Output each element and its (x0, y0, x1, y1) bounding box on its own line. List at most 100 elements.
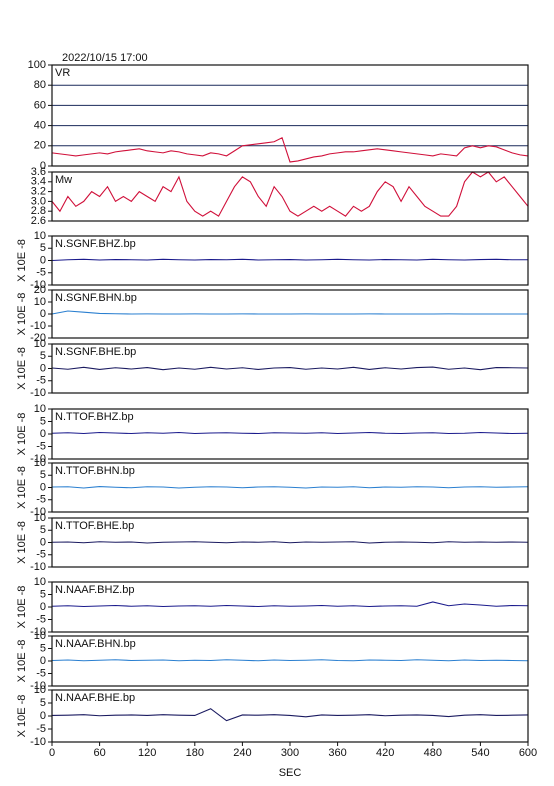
y-axis-label: X 10E -8 (16, 521, 28, 564)
series-name: N.TTOF.BHE.bp (55, 520, 134, 532)
y-axis-label: X 10E -8 (16, 695, 28, 738)
x-tick-label: 0 (49, 747, 55, 759)
x-tick-label: 360 (328, 747, 346, 759)
y-axis-label: X 10E -8 (16, 586, 28, 629)
plot-frame (51, 343, 529, 394)
y-tick-label: 0 (40, 655, 46, 667)
series-line (51, 136, 529, 163)
series-line (51, 601, 529, 608)
y-tick-label: -20 (30, 332, 46, 344)
series-name: Mw (55, 174, 72, 186)
y-tick-label: -10 (30, 453, 46, 465)
series-name: N.SGNF.BHE.bp (55, 346, 136, 358)
y-tick-label: -5 (36, 667, 46, 679)
y-tick-label: 5 (40, 242, 46, 254)
y-axis-label: X 10E -8 (16, 347, 28, 390)
x-axis-label: SEC (279, 767, 302, 779)
plot-frame (51, 462, 529, 513)
series-line (51, 708, 529, 722)
plot-frame (51, 289, 529, 339)
series-line (51, 541, 529, 544)
y-tick-label: -5 (36, 549, 46, 561)
y-tick-label: 10 (34, 338, 46, 350)
y-tick-label: 5 (40, 350, 46, 362)
chart-title: 2022/10/15 17:00 (62, 52, 148, 64)
y-tick-label: 0 (40, 481, 46, 493)
series-line (51, 659, 529, 662)
y-tick-label: -5 (36, 494, 46, 506)
series-line (51, 258, 528, 262)
x-tick-label: 180 (186, 747, 204, 759)
y-axis-label: X 10E -8 (16, 466, 28, 509)
y-tick-label: 0 (40, 428, 46, 440)
y-tick-label: 0 (40, 362, 46, 374)
y-tick-label: 10 (34, 230, 46, 242)
y-tick-label: 3.2 (31, 186, 46, 198)
y-tick-label: -10 (30, 279, 46, 291)
y-tick-label: 5 (40, 642, 46, 654)
series-line (51, 366, 529, 371)
series-name: N.NAAF.BHE.bp (55, 692, 135, 704)
plot-frame (51, 408, 529, 460)
y-axis-label: X 10E -8 (16, 640, 28, 683)
y-tick-label: 5 (40, 588, 46, 600)
y-tick-label: 2.6 (31, 215, 46, 227)
x-tick-label: 240 (233, 747, 251, 759)
y-tick-label: 0 (40, 160, 46, 172)
y-tick-label: 0 (40, 254, 46, 266)
plot-frame (51, 64, 529, 167)
y-tick-label: 10 (34, 576, 46, 588)
y-axis-label: X 10E -8 (16, 413, 28, 456)
series-line (51, 431, 529, 435)
y-tick-label: 40 (34, 120, 46, 132)
x-tick-label: 300 (281, 747, 299, 759)
x-tick-label: 480 (424, 747, 442, 759)
y-tick-label: 2.8 (31, 205, 46, 217)
x-tick-label: 600 (519, 747, 537, 759)
y-tick-label: 0 (40, 601, 46, 613)
plot-frame (51, 635, 529, 687)
y-tick-label: -5 (36, 267, 46, 279)
x-tick-label: 120 (138, 747, 156, 759)
y-axis-label: X 10E -8 (16, 293, 28, 336)
series-name: N.TTOF.BHN.bp (55, 465, 135, 477)
x-tick-label: 420 (376, 747, 394, 759)
y-tick-label: 3.0 (31, 195, 46, 207)
y-tick-label: -5 (36, 613, 46, 625)
x-tick-label: 60 (93, 747, 105, 759)
y-tick-label: 5 (40, 697, 46, 709)
y-tick-label: 0 (40, 308, 46, 320)
series-name: VR (55, 67, 70, 79)
y-tick-label: 20 (34, 140, 46, 152)
y-tick-label: 60 (34, 99, 46, 111)
y-tick-label: 5 (40, 524, 46, 536)
y-tick-label: 10 (34, 457, 46, 469)
y-tick-label: -10 (30, 561, 46, 573)
y-tick-label: 20 (34, 284, 46, 296)
y-tick-label: -10 (30, 387, 46, 399)
y-tick-label: -5 (36, 723, 46, 735)
series-name: N.SGNF.BHZ.bp (55, 238, 136, 250)
plot-frame (51, 171, 529, 222)
y-axis-label: X 10E -8 (16, 239, 28, 282)
x-tick-label: 540 (471, 747, 489, 759)
y-tick-label: 100 (28, 59, 46, 71)
y-tick-label: 10 (34, 684, 46, 696)
y-tick-label: 10 (34, 630, 46, 642)
series-line (51, 171, 529, 217)
y-tick-label: 10 (34, 296, 46, 308)
series-name: N.TTOF.BHZ.bp (55, 411, 134, 423)
plot-frame (51, 517, 529, 568)
plot-frame (51, 581, 529, 633)
y-tick-label: -10 (30, 736, 46, 748)
y-tick-label: -5 (36, 440, 46, 452)
y-tick-label: 10 (34, 512, 46, 524)
y-tick-label: 80 (34, 79, 46, 91)
y-tick-label: -10 (30, 680, 46, 692)
y-tick-label: -10 (30, 626, 46, 638)
y-tick-label: 5 (40, 469, 46, 481)
y-tick-label: 10 (34, 403, 46, 415)
y-tick-label: 3.6 (31, 166, 46, 178)
